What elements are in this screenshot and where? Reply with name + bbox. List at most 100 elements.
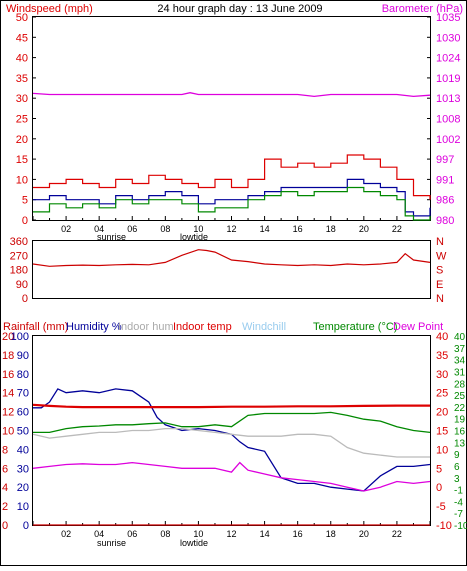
windspeed-tick-label: 10 bbox=[16, 174, 28, 186]
x-tick-label: 06 bbox=[127, 529, 137, 539]
temperature-tick-label-2: 34 bbox=[454, 356, 466, 367]
temperature-tick-label-2: 31 bbox=[454, 367, 466, 378]
temperature-tick-label-2: -10 bbox=[454, 521, 467, 532]
compass-tick-label: S bbox=[436, 265, 443, 277]
temperature-tick-label-2: 22 bbox=[454, 403, 466, 414]
legend-indoor-temp: Indoor temp bbox=[173, 321, 232, 333]
direction-tick-label: 0 bbox=[22, 293, 28, 305]
temperature-tick-label-2: -7 bbox=[454, 509, 463, 520]
x-tick-label: 08 bbox=[160, 224, 170, 234]
windspeed-tick-label: 30 bbox=[16, 93, 28, 105]
direction-tick-label: 360 bbox=[10, 236, 28, 248]
x-tick-label: 16 bbox=[293, 529, 303, 539]
rainfall-tick-label: 20 bbox=[2, 331, 14, 343]
barometer-tick-label: 1024 bbox=[436, 53, 460, 65]
compass-tick-label: N bbox=[436, 293, 444, 305]
rainfall-tick-label: 6 bbox=[2, 463, 8, 475]
temperature-tick-label: 15 bbox=[436, 426, 448, 438]
barometer-tick-label: 997 bbox=[436, 154, 454, 166]
legend-temperature: Temperature (°C) bbox=[313, 321, 397, 333]
rainfall-tick-label: 16 bbox=[2, 369, 14, 381]
x-tick-label: 04 bbox=[94, 224, 104, 234]
legend-rainfall: Rainfall (mm) bbox=[3, 321, 68, 333]
x-tick-label: 04 bbox=[94, 529, 104, 539]
x-tick-label: 10 bbox=[193, 529, 203, 539]
direction-tick-label: 270 bbox=[10, 250, 28, 262]
temperature-tick-label-2: 25 bbox=[454, 391, 466, 402]
sunrise-label-top: sunrise bbox=[97, 232, 126, 242]
temperature-tick-label-2: 37 bbox=[454, 344, 466, 355]
barometer-tick-label: 986 bbox=[436, 195, 454, 207]
temperature-tick-label-2: -4 bbox=[454, 497, 463, 508]
barometer-tick-label: 1008 bbox=[436, 114, 460, 126]
lull-windspeed-line bbox=[33, 186, 431, 221]
humidity-tick-label: 30 bbox=[17, 463, 29, 475]
temperature-tick-label-2: 6 bbox=[454, 462, 460, 473]
compass-tick-label: W bbox=[436, 250, 447, 262]
x-tick-label: 08 bbox=[160, 529, 170, 539]
compass-tick-label: N bbox=[436, 236, 444, 248]
x-tick-label: 22 bbox=[392, 529, 402, 539]
temperature-tick-label: 35 bbox=[436, 350, 448, 362]
x-tick-label: 12 bbox=[226, 224, 236, 234]
temperature-tick-label: 20 bbox=[436, 407, 448, 419]
x-tick-label: 18 bbox=[326, 224, 336, 234]
avg-windspeed-line bbox=[33, 178, 431, 217]
direction-tick-label: 90 bbox=[16, 279, 28, 291]
barometer-tick-label: 991 bbox=[436, 174, 454, 186]
indoor_temp-line bbox=[32, 403, 430, 409]
rainfall-tick-label: 10 bbox=[2, 426, 14, 438]
x-tick-label: 10 bbox=[193, 224, 203, 234]
rainfall-tick-label: 4 bbox=[2, 482, 8, 494]
rainfall-tick-label: 12 bbox=[2, 407, 14, 419]
x-tick-label: 02 bbox=[61, 224, 71, 234]
temperature-legend: Rainfall (mm) Humidity % Indoor hum Indo… bbox=[3, 321, 443, 333]
humidity-tick-label: 40 bbox=[17, 444, 29, 456]
direction-tick-label: 180 bbox=[10, 265, 28, 277]
grid-layer bbox=[32, 16, 431, 525]
rainfall-tick-label: 2 bbox=[2, 501, 8, 513]
x-tick-label: 06 bbox=[127, 224, 137, 234]
x-tick-label: 16 bbox=[293, 224, 303, 234]
x-tick-label: 22 bbox=[392, 224, 402, 234]
x-tick-label: 18 bbox=[326, 529, 336, 539]
windspeed-tick-label: 45 bbox=[16, 32, 28, 44]
temperature-tick-label: 0 bbox=[436, 482, 442, 494]
temperature-tick-label: -10 bbox=[436, 520, 452, 532]
humidity-tick-label: 20 bbox=[17, 482, 29, 494]
humidity-tick-label: 90 bbox=[17, 350, 29, 362]
rainfall-tick-label: 0 bbox=[2, 520, 8, 532]
series-layer bbox=[32, 92, 431, 526]
wind-direction-line bbox=[32, 249, 431, 267]
temperature-tick-label-2: 13 bbox=[454, 438, 466, 449]
environment-panel-frame bbox=[32, 335, 431, 526]
barometer-tick-label: 1002 bbox=[436, 134, 460, 146]
humidity-tick-label: 80 bbox=[17, 369, 29, 381]
rainfall-tick-label: 8 bbox=[2, 444, 8, 456]
barometer-tick-label: 1030 bbox=[436, 32, 460, 44]
temperature-tick-label-2: 16 bbox=[454, 427, 466, 438]
temperature-tick-label-2: 28 bbox=[454, 379, 466, 390]
humidity-tick-label: 100 bbox=[11, 331, 29, 343]
windspeed-tick-label: 35 bbox=[16, 73, 28, 85]
rainfall-tick-label: 14 bbox=[2, 388, 14, 400]
windspeed-axis-label: Windspeed (mph) bbox=[6, 3, 93, 15]
sunrise-label-bottom: sunrise bbox=[97, 538, 126, 548]
barometer-tick-label: 1035 bbox=[436, 12, 460, 24]
compass-tick-label: E bbox=[436, 279, 443, 291]
humidity-tick-label: 10 bbox=[17, 501, 29, 513]
windspeed-tick-label: 25 bbox=[16, 114, 28, 126]
barometer-tick-label: 1013 bbox=[436, 93, 460, 105]
graph-title: 24 hour graph day : 13 June 2009 bbox=[157, 3, 322, 15]
windspeed-tick-label: 0 bbox=[22, 215, 28, 227]
temperature-tick-label: -5 bbox=[436, 501, 446, 513]
x-tick-label: 14 bbox=[260, 224, 270, 234]
barometer-axis-label: Barometer (hPa) bbox=[382, 3, 463, 15]
dewpoint-line bbox=[32, 461, 431, 492]
wind-panel-frame bbox=[32, 16, 431, 221]
x-tick-label: 20 bbox=[359, 529, 369, 539]
legend-dew-point: Dew Point bbox=[393, 321, 443, 333]
